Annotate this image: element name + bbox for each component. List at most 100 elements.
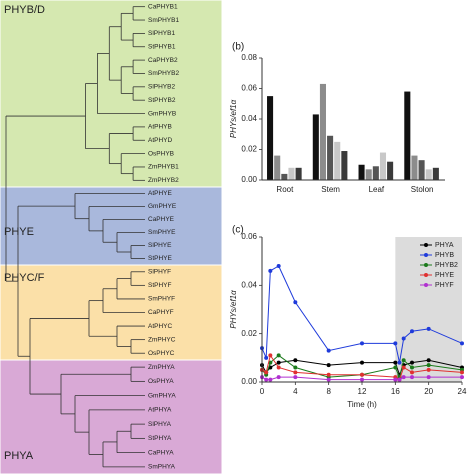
data-point: [326, 377, 331, 382]
bar: [365, 169, 372, 180]
clade-label: PHYE: [4, 226, 34, 238]
data-point: [276, 353, 281, 358]
data-point: [360, 341, 364, 346]
data-point: [268, 353, 273, 358]
x-tick-label: Stolon: [411, 185, 434, 194]
legend-marker: [424, 273, 428, 277]
data-point: [401, 358, 406, 363]
data-point: [426, 375, 431, 380]
leaf-label: AtPHYE: [148, 190, 173, 197]
clade-band: [0, 359, 223, 474]
data-point: [264, 355, 269, 360]
x-tick-label: Root: [276, 185, 294, 194]
leaf-label: SmPHYE: [148, 229, 176, 236]
y-tick-label: 0.04: [241, 114, 257, 123]
data-point: [426, 358, 431, 363]
leaf-label: ZmPHYA: [148, 364, 175, 371]
bar: [358, 164, 365, 180]
leaf-label: CaPHYF: [148, 309, 174, 316]
data-point: [393, 341, 398, 346]
leaf-label: OsPHYB: [148, 150, 174, 157]
data-point: [410, 375, 414, 380]
data-point: [460, 375, 464, 380]
data-point: [268, 360, 273, 365]
data-point: [264, 370, 269, 375]
leaf-label: AtPHYC: [148, 323, 173, 330]
leaf-label: SmPHYB2: [148, 70, 179, 77]
leaf-label: StPHYA: [148, 435, 172, 442]
leaf-label: SlPHYB1: [148, 30, 175, 37]
clade-label: PHYA: [4, 450, 34, 462]
leaf-label: SlPHYE: [148, 242, 172, 249]
bar: [432, 167, 439, 180]
legend-marker: [424, 253, 428, 257]
leaf-label: SlPHYF: [148, 269, 171, 276]
data-point: [426, 363, 431, 368]
data-point: [264, 377, 269, 382]
data-point: [293, 358, 298, 363]
leaf-label: StPHYB2: [148, 97, 176, 104]
leaf-label: CaPHYA: [148, 449, 174, 456]
data-point: [401, 375, 406, 380]
data-point: [410, 329, 414, 334]
data-point: [393, 360, 398, 365]
bar: [312, 114, 319, 180]
bar: [418, 160, 425, 180]
data-point: [426, 367, 431, 372]
legend-marker: [424, 263, 428, 267]
y-tick-label: 0.02: [241, 145, 257, 154]
data-point: [401, 336, 406, 341]
legend-label: PHYB: [435, 252, 454, 259]
x-tick-label: 4: [293, 387, 298, 396]
bar: [334, 141, 341, 180]
bar: [288, 167, 295, 180]
data-point: [276, 375, 281, 380]
y-tick-label: 0.06: [241, 84, 257, 93]
bar: [341, 151, 348, 180]
data-point: [460, 341, 464, 346]
clade-label: PHYC/F: [4, 272, 45, 284]
clade-band: [0, 186, 223, 266]
y-tick-label: 0.00: [241, 175, 257, 184]
x-tick-label: 8: [326, 387, 331, 396]
bar: [267, 96, 274, 180]
leaf-label: StPHYB1: [148, 43, 176, 50]
data-point: [293, 300, 298, 305]
legend-label: PHYE: [435, 272, 454, 279]
leaf-label: ZmPHYB2: [148, 177, 179, 184]
bar: [387, 161, 394, 180]
bar: [274, 155, 281, 180]
leaf-label: GmPHYB: [148, 110, 176, 117]
y-axis-label: PHYs/ef1α: [229, 290, 238, 329]
data-point: [360, 372, 364, 377]
leaf-label: AtPHYD: [148, 137, 173, 144]
leaf-label: SmPHYB1: [148, 17, 179, 24]
data-point: [410, 360, 414, 365]
data-point: [397, 360, 402, 365]
x-tick-label: 12: [358, 387, 367, 396]
panel-label: (c): [232, 225, 244, 236]
x-tick-label: 24: [458, 387, 467, 396]
leaf-label: OsPHYA: [148, 378, 174, 385]
leaf-label: ZmPHYB1: [148, 164, 179, 171]
legend-label: PHYF: [435, 282, 454, 289]
legend-label: PHYA: [435, 242, 454, 249]
leaf-label: CaPHYB2: [148, 57, 178, 64]
leaf-label: CaPHYE: [148, 216, 175, 223]
x-tick-label: 0: [260, 387, 265, 396]
bar: [295, 167, 302, 180]
data-point: [393, 365, 398, 370]
data-point: [410, 370, 414, 375]
data-point: [460, 370, 464, 375]
y-tick-label: 0.00: [241, 377, 257, 386]
data-point: [326, 372, 331, 377]
data-point: [276, 360, 281, 365]
legend-label: PHYB2: [435, 262, 458, 269]
data-point: [397, 377, 402, 382]
bar: [327, 135, 334, 180]
data-point: [393, 377, 398, 382]
data-point: [276, 264, 281, 268]
bar: [319, 83, 326, 180]
leaf-label: GmPHYA: [148, 392, 176, 399]
data-point: [293, 365, 298, 370]
